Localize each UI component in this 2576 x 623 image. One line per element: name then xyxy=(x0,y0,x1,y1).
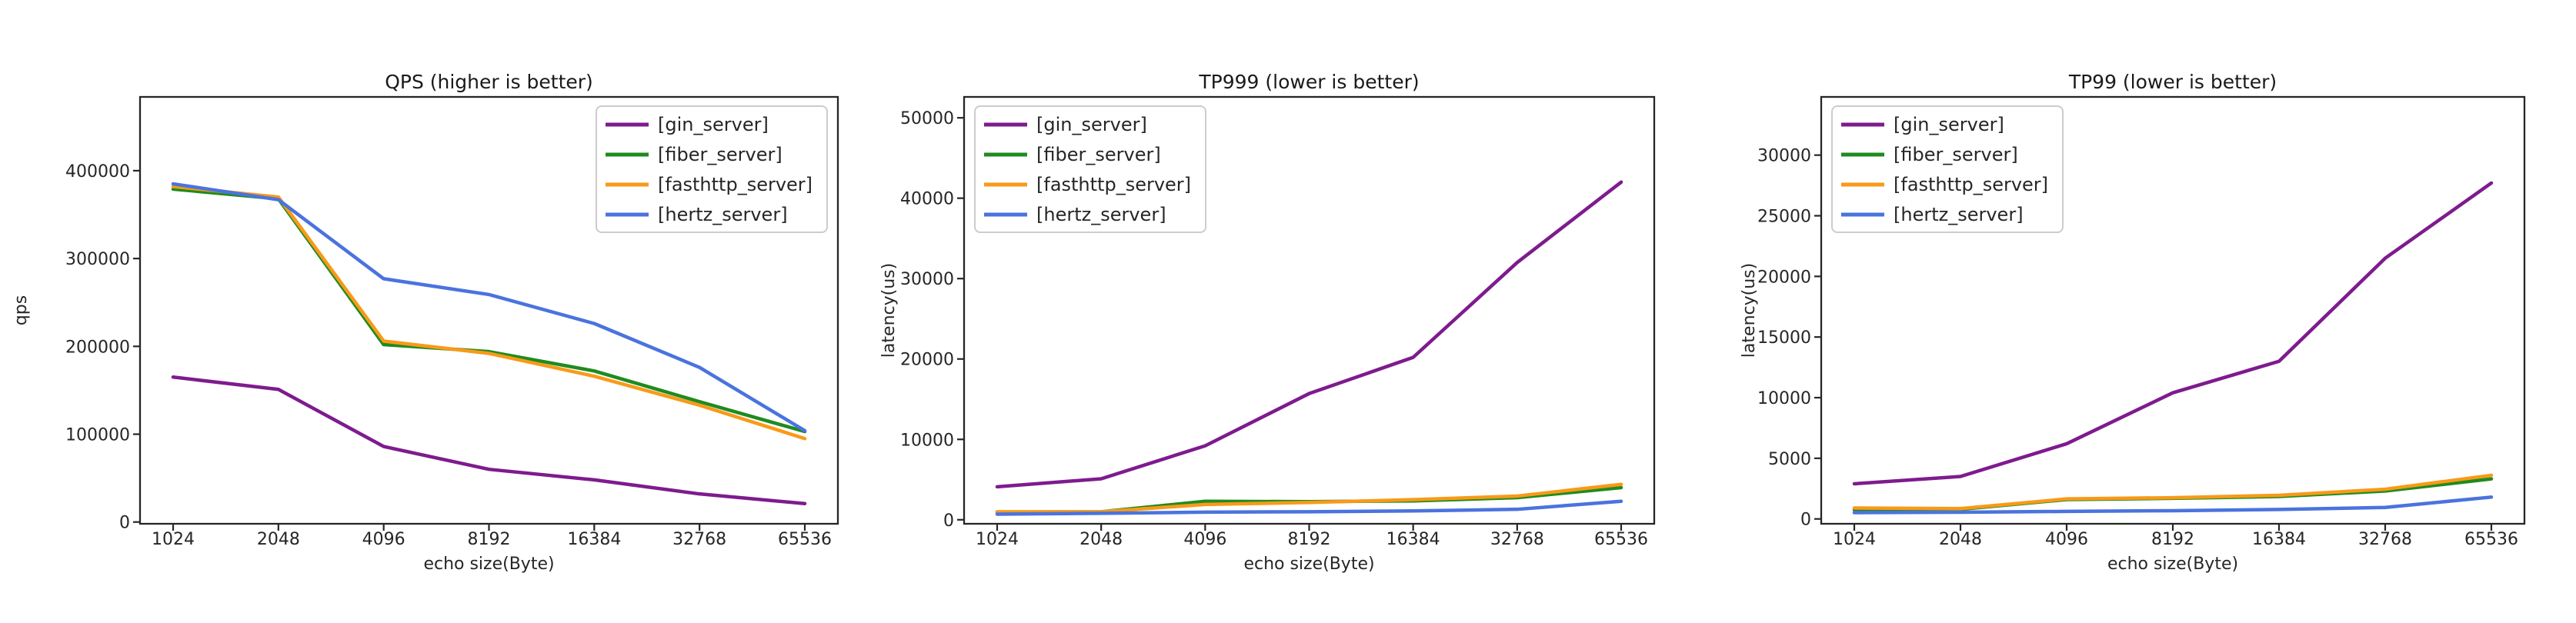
x-tick-label: 8192 xyxy=(1288,530,1331,549)
y-tick-label: 0 xyxy=(943,511,954,531)
chart-title: TP99 (lower is better) xyxy=(2068,71,2277,93)
series-line-gin_server xyxy=(995,180,1623,489)
y-tick-label: 30000 xyxy=(900,270,954,289)
y-tick-label: 50000 xyxy=(900,109,954,128)
y-tick-label: 10000 xyxy=(900,431,954,450)
y-tick-label: 15000 xyxy=(1757,328,1811,348)
chart-title: QPS (higher is better) xyxy=(385,71,593,93)
legend: [gin_server] [fiber_server] [fasthttp_serv… xyxy=(974,105,1206,233)
x-tick-label: 32768 xyxy=(1490,530,1544,549)
y-axis-label: latency(us) xyxy=(1740,263,1759,358)
chart-title: TP999 (lower is better) xyxy=(1198,71,1419,93)
y-tick-label: 0 xyxy=(119,514,130,533)
legend-label-fiber_server: [fiber_server] xyxy=(1036,144,1161,165)
x-tick-label: 4096 xyxy=(2045,530,2088,549)
y-tick-label: 20000 xyxy=(900,351,954,370)
x-tick-label: 16384 xyxy=(2252,530,2306,549)
legend-label-fasthttp_server: [fasthttp_server] xyxy=(1036,174,1191,195)
y-axis-label: qps xyxy=(12,295,31,325)
x-axis-label: echo size(Byte) xyxy=(423,555,554,574)
y-tick-label: 100000 xyxy=(65,426,130,445)
chart-svg-2: TP99 (lower is better) echo size(Byte) lat… xyxy=(1740,71,2526,574)
series-line-fasthttp_server xyxy=(1852,473,2494,511)
x-tick-label: 32768 xyxy=(2358,530,2412,549)
x-axis-label: echo size(Byte) xyxy=(2107,555,2238,574)
legend-box xyxy=(596,105,828,233)
x-tick-label: 1024 xyxy=(1833,530,1876,549)
legend: [gin_server] [fiber_server] [fasthttp_serv… xyxy=(596,105,828,233)
legend: [gin_server] [fiber_server] [fasthttp_serv… xyxy=(1831,105,2064,233)
legend-label-gin_server: [gin_server] xyxy=(658,114,769,135)
chart-qps: QPS (higher is better) echo size(Byte) qps… xyxy=(0,0,859,623)
chart-svg-0: QPS (higher is better) echo size(Byte) qps… xyxy=(12,71,839,574)
y-tick-label: 0 xyxy=(1800,511,1811,530)
y-tick-label: 30000 xyxy=(1757,147,1811,166)
y-axis-label: latency(us) xyxy=(879,263,899,358)
legend-box xyxy=(1831,105,2064,233)
legend-label-fasthttp_server: [fasthttp_server] xyxy=(658,174,813,195)
series-line-gin_server xyxy=(171,375,807,505)
x-tick-label: 65536 xyxy=(778,530,832,549)
series-line-fasthttp_server xyxy=(171,185,807,441)
legend-label-fiber_server: [fiber_server] xyxy=(658,144,782,165)
y-tick-label: 200000 xyxy=(65,338,130,357)
x-tick-label: 4096 xyxy=(362,530,405,549)
series-line-gin_server xyxy=(1852,181,2494,486)
legend-label-hertz_server: [hertz_server] xyxy=(658,204,788,225)
x-tick-label: 16384 xyxy=(1386,530,1440,549)
x-axis-label: echo size(Byte) xyxy=(1243,555,1374,574)
y-tick-label: 25000 xyxy=(1757,208,1811,227)
legend-label-gin_server: [gin_server] xyxy=(1036,114,1147,135)
x-tick-label: 2048 xyxy=(1079,530,1123,549)
chart-tp999: TP999 (lower is better) echo size(Byte) la… xyxy=(859,0,1717,623)
y-tick-label: 400000 xyxy=(65,162,130,182)
x-tick-label: 8192 xyxy=(2151,530,2194,549)
legend-label-hertz_server: [hertz_server] xyxy=(1036,204,1166,225)
x-tick-label: 1024 xyxy=(976,530,1019,549)
legend-label-fasthttp_server: [fasthttp_server] xyxy=(1894,174,2048,195)
x-tick-label: 65536 xyxy=(2464,530,2518,549)
x-tick-label: 65536 xyxy=(1594,530,1648,549)
x-tick-label: 2048 xyxy=(1939,530,1982,549)
y-tick-label: 10000 xyxy=(1757,389,1811,408)
series-line-hertz_server xyxy=(995,499,1623,516)
y-tick-label: 300000 xyxy=(65,250,130,269)
chart-svg-1: TP999 (lower is better) echo size(Byte) la… xyxy=(879,71,1656,574)
y-tick-label: 5000 xyxy=(1768,450,1811,469)
chart-tp99: TP99 (lower is better) echo size(Byte) lat… xyxy=(1717,0,2576,623)
x-tick-label: 4096 xyxy=(1183,530,1226,549)
x-tick-label: 16384 xyxy=(567,530,621,549)
y-tick-label: 40000 xyxy=(900,190,954,209)
legend-box xyxy=(974,105,1206,233)
y-tick-label: 20000 xyxy=(1757,268,1811,287)
x-tick-label: 8192 xyxy=(468,530,511,549)
legend-label-fiber_server: [fiber_server] xyxy=(1894,144,2018,165)
series-line-hertz_server xyxy=(171,182,807,433)
series-line-hertz_server xyxy=(1852,495,2494,515)
x-tick-label: 1024 xyxy=(152,530,195,549)
x-tick-label: 32768 xyxy=(672,530,726,549)
x-tick-label: 2048 xyxy=(257,530,300,549)
legend-label-gin_server: [gin_server] xyxy=(1894,114,2004,135)
legend-label-hertz_server: [hertz_server] xyxy=(1894,204,2024,225)
